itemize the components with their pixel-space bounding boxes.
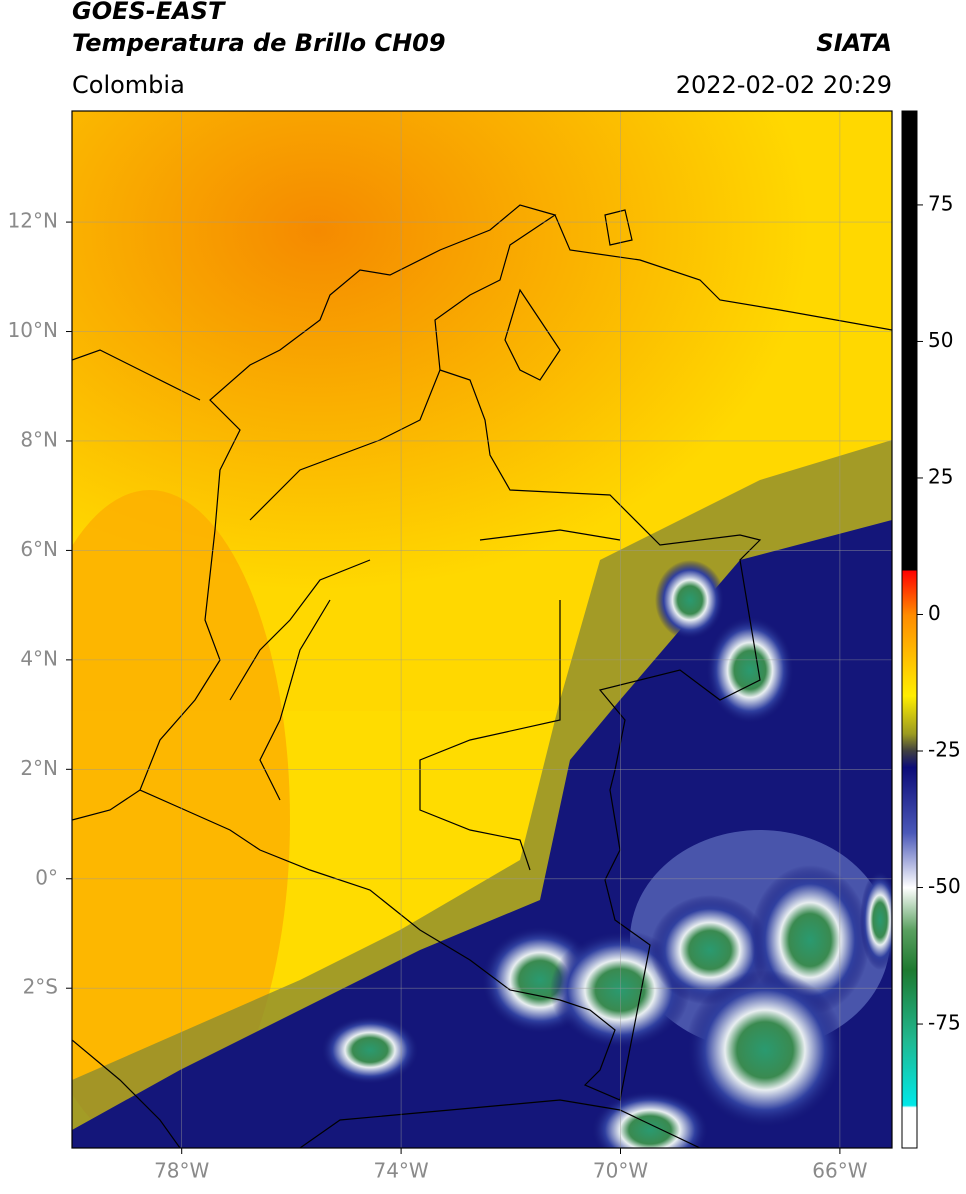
- lat-tick-label: 12°N: [8, 209, 58, 233]
- lat-tick-label: 6°N: [20, 537, 58, 561]
- lon-tick-label: 66°W: [812, 1159, 867, 1183]
- map-frame: [71, 110, 893, 1149]
- colorbar-label: -50: [928, 874, 961, 898]
- colorbar-label: 0: [928, 601, 941, 625]
- subtitle: Temperatura de Brillo CH09: [72, 29, 446, 57]
- lat-tick-label: 2°N: [20, 756, 58, 780]
- title: GOES-EAST: [72, 0, 226, 25]
- lat-tick-label: 10°N: [8, 318, 58, 342]
- lon-tick-label: 70°W: [593, 1159, 648, 1183]
- colorbar: [901, 110, 918, 1149]
- lat-tick-label: 0°: [35, 865, 58, 889]
- colorbar-label: -75: [928, 1011, 961, 1035]
- colorbar-label: 25: [928, 464, 953, 488]
- lon-tick-label: 74°W: [373, 1159, 428, 1183]
- colorbar-label: 75: [928, 191, 953, 215]
- region: Colombia: [72, 71, 185, 99]
- colorbar-label: 50: [928, 328, 953, 352]
- lon-tick-label: 78°W: [154, 1159, 209, 1183]
- imagery: [72, 111, 892, 1148]
- colorbar-label: -25: [928, 738, 961, 762]
- lat-tick-label: 4°N: [20, 646, 58, 670]
- datetime: 2022-02-02 20:29: [676, 71, 892, 99]
- graticule: [72, 111, 892, 1148]
- lat-tick-label: 2°S: [23, 975, 58, 999]
- lat-tick-label: 8°N: [20, 427, 58, 451]
- source: SIATA: [816, 29, 892, 57]
